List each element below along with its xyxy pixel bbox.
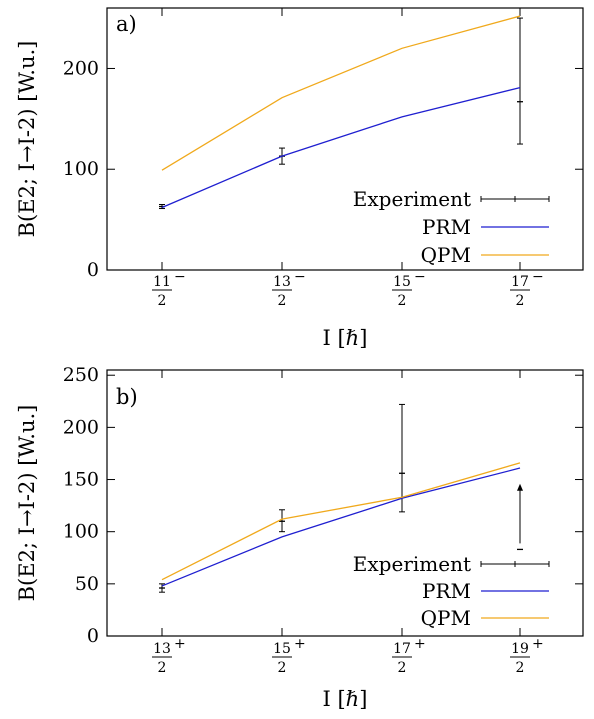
- y-tick-label: 250: [63, 364, 99, 386]
- x-tick-denominator: 2: [278, 293, 287, 309]
- series-line-qpm: [161, 15, 521, 171]
- y-tick-label: 0: [87, 259, 99, 281]
- legend-label-experiment: Experiment: [353, 552, 471, 576]
- x-tick-parity: +: [174, 636, 186, 652]
- y-tick-label: 0: [87, 625, 99, 647]
- series-line-qpm: [161, 462, 521, 581]
- x-axis-label: I [ℏ]: [323, 687, 368, 711]
- chart-panel-b: 0 50 100 150 200 250 13 2 + 15 2 + 17 2 + 19 2 + I [ℏ] B(E2…: [15, 364, 584, 711]
- legend: Experiment PRM QPM: [353, 187, 550, 267]
- x-tick-label: 11 2−: [152, 269, 186, 309]
- y-axis-label: B(E2; I→I-2) [W.u.]: [15, 41, 39, 238]
- y-tick-label: 100: [63, 521, 99, 543]
- x-tick-label: 17 2 +: [392, 636, 426, 676]
- x-tick-numerator: 17: [393, 641, 411, 657]
- experiment-point: [517, 17, 523, 145]
- y-tick-label: 200: [63, 57, 99, 79]
- x-tick-denominator: 2: [158, 293, 167, 309]
- plot-frame: [106, 369, 584, 637]
- legend: Experiment PRM QPM: [353, 552, 550, 630]
- x-tick-denominator: 2: [158, 660, 167, 676]
- x-tick-parity: +: [294, 636, 306, 652]
- x-tick-numerator: 13: [153, 641, 171, 657]
- legend-label-qpm: QPM: [421, 606, 471, 630]
- experiment-point: [279, 509, 285, 533]
- y-tick-label: 200: [63, 416, 99, 438]
- x-tick-numerator: 15: [273, 641, 291, 657]
- y-tick-label: 150: [63, 469, 99, 491]
- x-tick-parity: −: [174, 269, 186, 285]
- y-tick-label: 50: [75, 573, 99, 595]
- x-tick-parity: −: [294, 269, 306, 285]
- x-tick-numerator: 15: [393, 274, 411, 290]
- x-tick-denominator: 2: [398, 293, 407, 309]
- x-tick-numerator: 19: [511, 641, 529, 657]
- x-tick-parity: −: [532, 269, 544, 285]
- x-tick-label: 15 2 +: [272, 636, 306, 676]
- x-tick-label: 13 2−: [272, 269, 306, 309]
- plot-frame: [106, 7, 584, 271]
- x-tick-label: 19 2 +: [510, 636, 544, 676]
- x-tick-denominator: 2: [398, 660, 407, 676]
- x-tick-numerator: 13: [273, 274, 291, 290]
- x-tick-label: 17 2−: [510, 269, 544, 309]
- x-tick-numerator: 17: [511, 274, 529, 290]
- x-tick-numerator: 11: [153, 274, 171, 290]
- panel-label: a): [116, 12, 137, 36]
- lower-limit-point: [517, 483, 523, 551]
- y-tick-label: 100: [63, 158, 99, 180]
- panel-label: b): [116, 385, 138, 409]
- series-line-prm: [161, 86, 521, 209]
- x-tick-label: 13 2 +: [152, 636, 186, 676]
- y-axis-label: B(E2; I→I-2) [W.u.]: [15, 405, 39, 602]
- x-tick-parity: −: [414, 269, 426, 285]
- lower-limit-arrow-head: [517, 483, 523, 491]
- x-tick-denominator: 2: [516, 293, 525, 309]
- series-line-prm: [161, 467, 521, 587]
- legend-label-qpm: QPM: [421, 243, 471, 267]
- x-tick-denominator: 2: [516, 660, 525, 676]
- x-tick-label: 15 2−: [392, 269, 426, 309]
- legend-label-prm: PRM: [422, 215, 471, 239]
- x-axis-label: I [ℏ]: [323, 326, 368, 350]
- experiment-point: [399, 403, 405, 513]
- legend-label-experiment: Experiment: [353, 187, 471, 211]
- x-tick-parity: +: [414, 636, 426, 652]
- legend-label-prm: PRM: [422, 579, 471, 603]
- x-tick-parity: +: [532, 636, 544, 652]
- x-tick-denominator: 2: [278, 660, 287, 676]
